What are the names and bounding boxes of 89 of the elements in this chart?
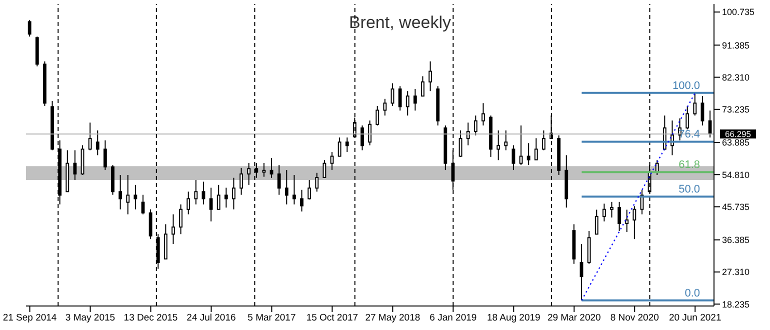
y-tick-label: 54.810 [722, 170, 750, 180]
candlestick [686, 105, 690, 130]
candlestick [126, 174, 130, 215]
candlestick [512, 144, 516, 171]
candlestick [693, 92, 697, 116]
candlestick [240, 167, 243, 196]
y-tick-label: 36.385 [722, 235, 750, 246]
candlestick [519, 124, 523, 166]
candlestick [103, 140, 107, 171]
candlestick [368, 120, 372, 146]
candlestick [118, 174, 122, 210]
candlestick [610, 201, 614, 218]
x-tick-label: 21 Sep 2014 [2, 312, 57, 324]
candlestick [413, 88, 417, 112]
candlestick [186, 191, 190, 215]
candlestick [315, 172, 319, 192]
candlestick [474, 115, 478, 136]
candlestick [277, 164, 281, 196]
candlestick [179, 204, 182, 235]
x-tick-label: 8 Nov 2020 [610, 312, 659, 324]
candlestick [232, 177, 236, 210]
x-tick-label: 3 May 2015 [65, 312, 116, 324]
candlestick [625, 209, 629, 233]
x-tick-label: 15 Oct 2017 [306, 312, 358, 324]
candlestick [202, 181, 206, 205]
candlestick [504, 130, 508, 151]
y-tick-label: 73.235 [722, 104, 750, 115]
candlestick [466, 122, 470, 146]
candlestick [345, 136, 349, 152]
candlestick [300, 189, 304, 212]
candlestick [224, 187, 228, 208]
candlestick [96, 130, 100, 156]
x-tick-label: 20 Jun 2021 [668, 312, 722, 324]
candlestick [632, 206, 636, 240]
candlestick [618, 201, 622, 232]
candlestick [270, 158, 274, 178]
candlestick [322, 160, 326, 178]
candlestick [284, 170, 288, 205]
candlestick [700, 96, 704, 126]
series-label: 100.0 [672, 80, 700, 92]
text: Brent, weekly [348, 13, 452, 32]
y-tick-label: 27.310 [722, 267, 750, 278]
candlestick [428, 60, 432, 92]
candlestick [338, 136, 342, 157]
candlestick [216, 184, 220, 210]
x-tick-label: 18 Aug 2019 [486, 312, 540, 324]
candlestick [194, 179, 198, 205]
y-tick-label: 91.385 [722, 40, 750, 50]
x-tick-label: 5 Mar 2017 [248, 312, 296, 324]
candlestick [383, 98, 387, 116]
candlestick [406, 90, 410, 116]
candlestick [209, 187, 213, 222]
candlestick [496, 130, 500, 161]
candlestick [134, 184, 138, 210]
candlestick [360, 124, 364, 151]
candlestick [526, 142, 530, 166]
candlestick [148, 208, 152, 240]
y-tick-label: 82.310 [722, 72, 750, 82]
ref-line-label: 66.295 [725, 128, 752, 139]
y-tick-label: 45.735 [722, 202, 750, 212]
x-tick-label: 27 May 2018 [365, 312, 420, 324]
x-tick-label: 24 Jul 2016 [186, 312, 236, 324]
candlestick [172, 214, 175, 245]
candlestick [594, 209, 598, 235]
candlestick [542, 130, 546, 151]
y-tick-label: 18.235 [722, 299, 750, 310]
candlestick [398, 86, 402, 112]
candlestick [73, 150, 77, 180]
candlestick [534, 138, 538, 160]
candlestick [28, 19, 32, 38]
series-label: 61.8 [678, 159, 700, 172]
candlestick [482, 102, 485, 126]
y-tick-label: 63.885 [722, 138, 750, 148]
candlestick [141, 194, 145, 215]
x-tick-label: 29 Mar 2020 [547, 312, 601, 324]
y-tick-label: 100.735 [722, 7, 755, 18]
series-label: 76.4 [678, 128, 700, 141]
candlestick [292, 174, 296, 205]
candlestick [247, 162, 251, 186]
series-label: 50.0 [678, 184, 700, 196]
candlestick [88, 122, 92, 151]
candlestick [330, 151, 334, 171]
candlestick [308, 179, 312, 200]
candlestick [421, 76, 424, 97]
series-label: 0.0 [684, 287, 700, 300]
x-tick-label: 6 Jan 2019 [430, 312, 477, 324]
candlestick [602, 203, 606, 222]
x-tick-label: 13 Dec 2015 [124, 312, 178, 324]
candlestick [376, 105, 380, 126]
